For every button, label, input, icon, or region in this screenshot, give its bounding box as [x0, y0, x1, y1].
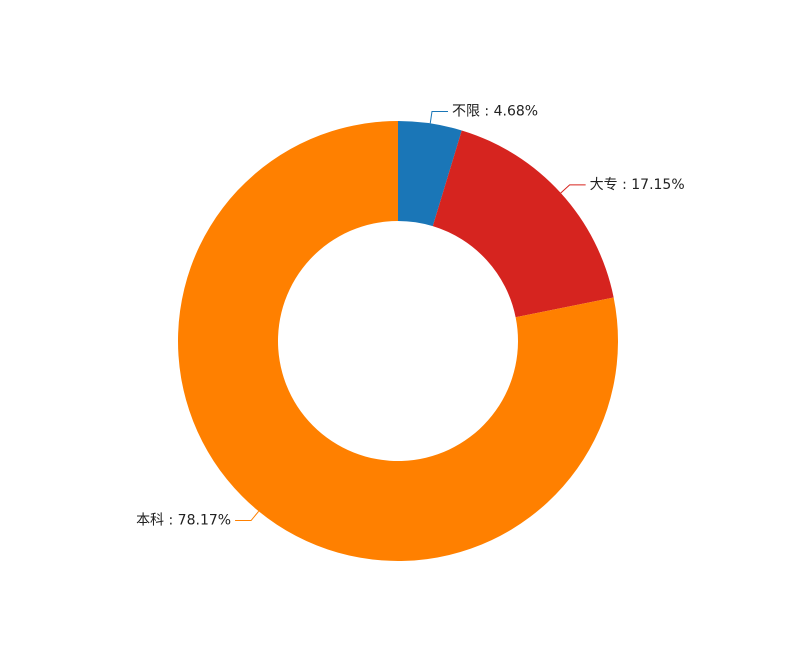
donut-slice [398, 121, 462, 227]
data-label: 不限 : 4.68% [452, 104, 538, 120]
donut-slice [432, 130, 614, 318]
data-label: 大专 : 17.15% [590, 177, 685, 193]
leader-line [429, 111, 448, 124]
leader-line [560, 184, 586, 194]
leader-line [235, 510, 260, 522]
donut-slice [178, 121, 618, 561]
data-label: 本科 : 78.17% [136, 513, 231, 529]
